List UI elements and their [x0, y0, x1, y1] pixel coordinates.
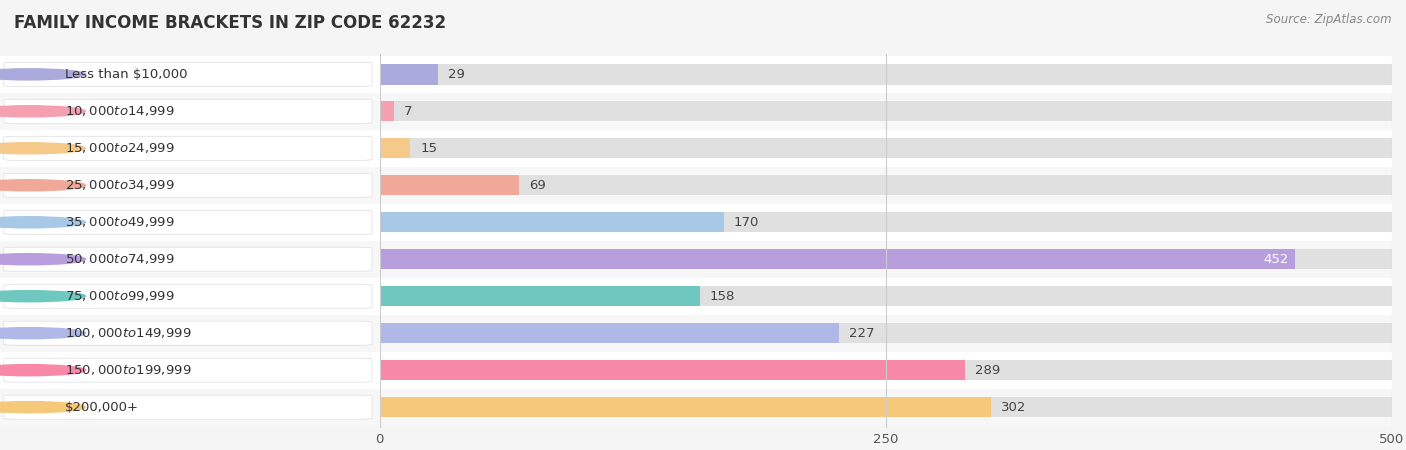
Bar — [380, 138, 411, 158]
Circle shape — [0, 69, 86, 80]
Text: 227: 227 — [849, 327, 875, 340]
Text: $50,000 to $74,999: $50,000 to $74,999 — [65, 252, 174, 266]
Text: Less than $10,000: Less than $10,000 — [65, 68, 187, 81]
Bar — [380, 212, 1392, 233]
Text: $25,000 to $34,999: $25,000 to $34,999 — [65, 178, 174, 192]
FancyBboxPatch shape — [4, 62, 373, 86]
Text: FAMILY INCOME BRACKETS IN ZIP CODE 62232: FAMILY INCOME BRACKETS IN ZIP CODE 62232 — [14, 14, 446, 32]
Text: 29: 29 — [449, 68, 465, 81]
Text: $10,000 to $14,999: $10,000 to $14,999 — [65, 104, 174, 118]
FancyBboxPatch shape — [4, 358, 373, 382]
Bar — [380, 130, 1392, 167]
Bar — [0, 130, 380, 167]
Circle shape — [0, 291, 86, 302]
FancyBboxPatch shape — [4, 395, 373, 419]
Bar — [0, 352, 380, 389]
FancyBboxPatch shape — [4, 136, 373, 160]
Circle shape — [0, 106, 86, 117]
Text: $150,000 to $199,999: $150,000 to $199,999 — [65, 363, 191, 377]
Bar — [380, 397, 1392, 417]
FancyBboxPatch shape — [4, 99, 373, 123]
Bar — [380, 212, 724, 233]
FancyBboxPatch shape — [4, 247, 373, 271]
Bar — [0, 93, 380, 130]
Bar — [380, 56, 1392, 93]
FancyBboxPatch shape — [4, 284, 373, 308]
Text: 170: 170 — [734, 216, 759, 229]
Text: 69: 69 — [530, 179, 546, 192]
Bar — [380, 64, 1392, 85]
Bar — [380, 175, 519, 195]
Circle shape — [0, 401, 86, 413]
Bar — [380, 249, 1392, 270]
Bar — [380, 101, 1392, 122]
Text: 302: 302 — [1001, 400, 1026, 414]
Bar — [0, 315, 380, 352]
Bar — [380, 93, 1392, 130]
Bar — [380, 204, 1392, 241]
Circle shape — [0, 143, 86, 154]
Bar — [380, 175, 1392, 195]
Bar — [380, 167, 1392, 204]
Text: 15: 15 — [420, 142, 437, 155]
Bar — [380, 352, 1392, 389]
Bar — [380, 323, 1392, 343]
Bar — [0, 389, 380, 426]
Bar — [380, 64, 439, 85]
Bar — [380, 360, 965, 380]
Bar — [380, 138, 1392, 158]
Text: 452: 452 — [1264, 253, 1289, 266]
Text: 7: 7 — [404, 105, 412, 118]
Text: $100,000 to $149,999: $100,000 to $149,999 — [65, 326, 191, 340]
Bar — [380, 286, 700, 306]
Bar — [380, 249, 1295, 270]
Bar — [380, 323, 839, 343]
FancyBboxPatch shape — [4, 210, 373, 234]
Circle shape — [0, 217, 86, 228]
Text: 289: 289 — [974, 364, 1000, 377]
Bar — [380, 278, 1392, 315]
Bar — [380, 315, 1392, 352]
Bar — [0, 167, 380, 204]
Text: $200,000+: $200,000+ — [65, 400, 139, 414]
FancyBboxPatch shape — [4, 321, 373, 345]
Text: $15,000 to $24,999: $15,000 to $24,999 — [65, 141, 174, 155]
Bar — [0, 278, 380, 315]
Bar — [380, 397, 991, 417]
Circle shape — [0, 364, 86, 376]
Circle shape — [0, 180, 86, 191]
Bar — [380, 360, 1392, 380]
Bar — [380, 101, 394, 122]
Text: $75,000 to $99,999: $75,000 to $99,999 — [65, 289, 174, 303]
Bar — [0, 241, 380, 278]
Circle shape — [0, 254, 86, 265]
Bar — [0, 204, 380, 241]
Bar — [0, 56, 380, 93]
Text: Source: ZipAtlas.com: Source: ZipAtlas.com — [1267, 14, 1392, 27]
FancyBboxPatch shape — [4, 173, 373, 197]
Bar — [380, 286, 1392, 306]
Text: $35,000 to $49,999: $35,000 to $49,999 — [65, 215, 174, 229]
Bar — [380, 389, 1392, 426]
Circle shape — [0, 328, 86, 339]
Bar — [380, 241, 1392, 278]
Text: 158: 158 — [710, 290, 735, 303]
